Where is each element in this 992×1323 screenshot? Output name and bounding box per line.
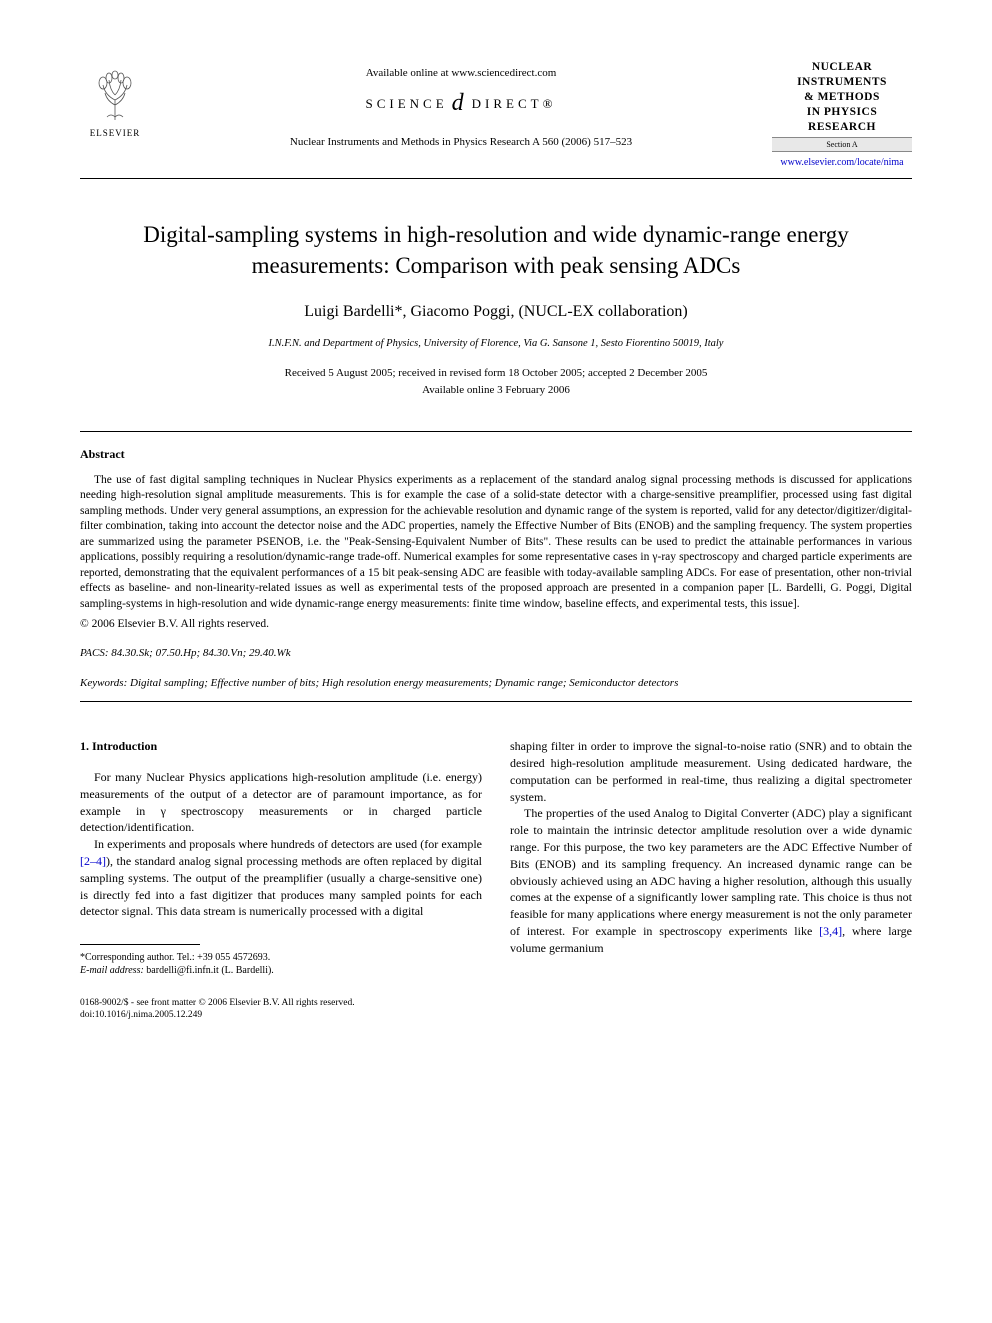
section-1-heading: 1. Introduction [80, 738, 482, 755]
received-dates: Received 5 August 2005; received in revi… [80, 366, 912, 381]
journal-link[interactable]: www.elsevier.com/locate/nima [772, 156, 912, 170]
footer-block: 0168-9002/$ - see front matter © 2006 El… [80, 997, 482, 1022]
intro-p4a: The properties of the used Analog to Dig… [510, 806, 912, 938]
ref-link-3and4[interactable]: [3,4] [819, 924, 842, 938]
corresponding-email-line: E-mail address: bardelli@fi.infn.it (L. … [80, 964, 482, 977]
footer-doi: doi:10.1016/j.nima.2005.12.249 [80, 1009, 482, 1021]
copyright: © 2006 Elsevier B.V. All rights reserved… [80, 616, 912, 632]
right-column: shaping filter in order to improve the s… [510, 738, 912, 1022]
intro-p2: In experiments and proposals where hundr… [80, 836, 482, 920]
intro-p1: For many Nuclear Physics applications hi… [80, 769, 482, 836]
citation-line: Nuclear Instruments and Methods in Physi… [150, 135, 772, 150]
abstract-bottom-rule [80, 701, 912, 702]
elsevier-tree-icon [85, 65, 145, 125]
authors: Luigi Bardelli*, Giacomo Poggi, (NUCL-EX… [80, 301, 912, 323]
abstract-text: The use of fast digital sampling techniq… [80, 473, 912, 613]
affiliation: I.N.F.N. and Department of Physics, Univ… [80, 337, 912, 352]
journal-title: NUCLEAR INSTRUMENTS & METHODS IN PHYSICS… [772, 60, 912, 135]
abstract-body: The use of fast digital sampling techniq… [80, 474, 912, 610]
journal-title-l4: IN PHYSICS [807, 106, 878, 118]
footer-front-matter: 0168-9002/$ - see front matter © 2006 El… [80, 997, 482, 1009]
science-direct-logo: SCIENCE d DIRECT® [150, 87, 772, 121]
journal-section: Section A [772, 137, 912, 152]
corresponding-author-footnote: *Corresponding author. Tel.: +39 055 457… [80, 951, 482, 977]
header-row: ELSEVIER Available online at www.science… [80, 60, 912, 170]
intro-p3: shaping filter in order to improve the s… [510, 738, 912, 805]
email-label: E-mail address: [80, 965, 144, 976]
header-center: Available online at www.sciencedirect.co… [150, 60, 772, 150]
ref-link-2to4[interactable]: [2–4] [80, 854, 106, 868]
journal-box: NUCLEAR INSTRUMENTS & METHODS IN PHYSICS… [772, 60, 912, 170]
science-direct-left: SCIENCE [366, 95, 448, 113]
science-direct-right: DIRECT® [472, 95, 557, 113]
body-two-column: 1. Introduction For many Nuclear Physics… [80, 738, 912, 1022]
header-divider [80, 178, 912, 179]
abstract-top-rule [80, 431, 912, 432]
available-online-text: Available online at www.sciencedirect.co… [150, 66, 772, 81]
journal-title-l2: INSTRUMENTS [797, 76, 887, 88]
publisher-logo: ELSEVIER [80, 60, 150, 140]
article-title: Digital-sampling systems in high-resolut… [80, 219, 912, 281]
journal-title-l1: NUCLEAR [812, 61, 872, 73]
intro-p2b: ), the standard analog signal processing… [80, 854, 482, 918]
at-symbol-icon: d [452, 87, 468, 121]
intro-p4: The properties of the used Analog to Dig… [510, 805, 912, 956]
intro-p3-text: shaping filter in order to improve the s… [510, 739, 912, 803]
publisher-name: ELSEVIER [90, 127, 141, 140]
email-address: bardelli@fi.infn.it (L. Bardelli). [146, 965, 274, 976]
left-column: 1. Introduction For many Nuclear Physics… [80, 738, 482, 1022]
footnote-divider [80, 944, 200, 945]
abstract-heading: Abstract [80, 446, 912, 463]
journal-title-l3: & METHODS [804, 91, 880, 103]
intro-p1-text: For many Nuclear Physics applications hi… [80, 770, 482, 834]
available-online-date: Available online 3 February 2006 [80, 383, 912, 398]
pacs-line: PACS: 84.30.Sk; 07.50.Hp; 84.30.Vn; 29.4… [80, 646, 912, 661]
journal-title-l5: RESEARCH [808, 121, 876, 133]
corresponding-tel: *Corresponding author. Tel.: +39 055 457… [80, 951, 482, 964]
keywords-line: Keywords: Digital sampling; Effective nu… [80, 676, 912, 691]
intro-p2a: In experiments and proposals where hundr… [94, 837, 482, 851]
